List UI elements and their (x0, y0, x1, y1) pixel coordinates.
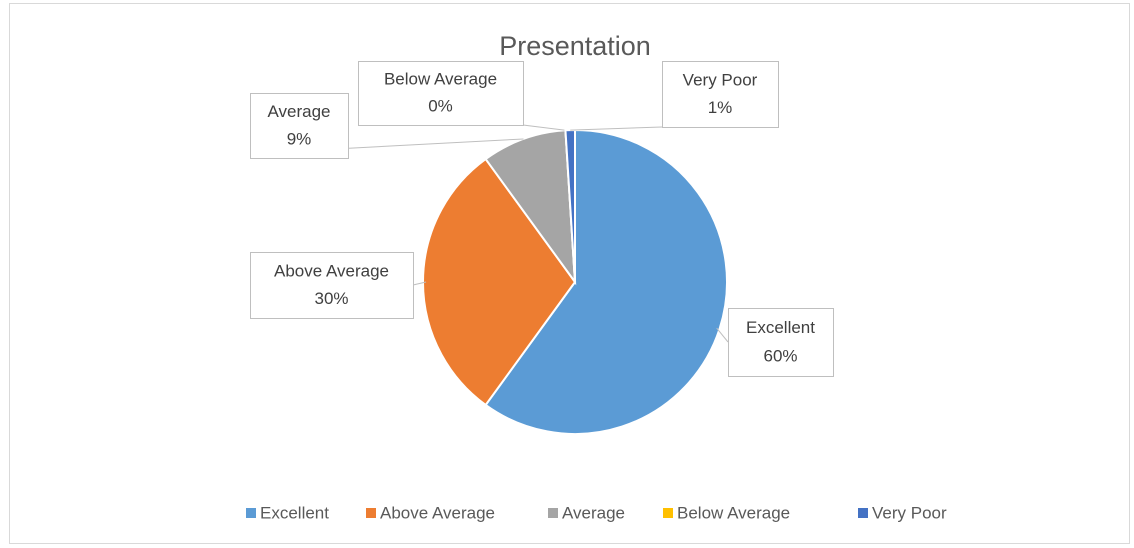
legend-label: Very Poor (872, 503, 947, 522)
data-label-name: Above Average (274, 261, 389, 280)
data-label-box (662, 61, 779, 128)
legend-swatch (366, 508, 376, 518)
data-label-box (250, 252, 414, 319)
leader-line (412, 281, 427, 286)
leader-line (716, 327, 729, 343)
data-label-value: 60% (763, 346, 797, 365)
pie-slice (422, 157, 577, 407)
legend-label: Below Average (677, 503, 790, 522)
data-label-box (250, 93, 349, 159)
legend-label: Excellent (260, 503, 329, 522)
legend-swatch (246, 508, 256, 518)
data-label-name: Below Average (384, 70, 497, 89)
legend-swatch (663, 508, 673, 518)
data-label-value: 9% (287, 129, 312, 148)
data-label-value: 1% (708, 98, 733, 117)
leader-line (570, 126, 663, 131)
data-label-box (728, 308, 834, 377)
data-label-value: 30% (314, 289, 348, 308)
data-label-name: Excellent (746, 318, 815, 337)
legend-label: Above Average (380, 503, 495, 522)
legend-swatch (858, 508, 868, 518)
legend-label: Average (562, 503, 625, 522)
legend-swatch (548, 508, 558, 518)
leader-line (348, 138, 524, 149)
pie-slice (484, 128, 728, 435)
data-label-name: Average (267, 102, 330, 121)
leader-line (522, 124, 566, 131)
chart-title: Presentation (499, 31, 651, 61)
data-label-value: 0% (428, 97, 453, 116)
data-label-box (358, 61, 524, 126)
data-label-name: Very Poor (683, 70, 758, 89)
